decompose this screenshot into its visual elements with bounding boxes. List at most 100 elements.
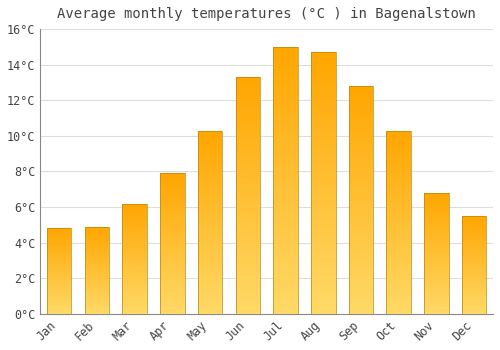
Bar — [424, 265, 448, 267]
Bar — [122, 294, 147, 295]
Bar — [198, 165, 222, 167]
Bar — [274, 122, 298, 124]
Bar — [160, 241, 184, 242]
Bar — [386, 246, 411, 248]
Bar — [424, 279, 448, 280]
Bar — [462, 245, 486, 246]
Bar — [47, 229, 72, 314]
Bar — [348, 97, 374, 100]
Bar — [47, 240, 72, 241]
Bar — [122, 203, 147, 205]
Bar — [348, 284, 374, 287]
Bar — [236, 193, 260, 196]
Bar — [424, 270, 448, 272]
Bar — [274, 98, 298, 100]
Bar — [122, 232, 147, 233]
Bar — [348, 282, 374, 284]
Bar — [274, 183, 298, 186]
Bar — [386, 158, 411, 160]
Bar — [236, 212, 260, 215]
Bar — [311, 78, 336, 81]
Bar — [462, 248, 486, 249]
Bar — [462, 217, 486, 218]
Bar — [311, 149, 336, 152]
Bar — [122, 296, 147, 297]
Bar — [274, 196, 298, 199]
Bar — [236, 139, 260, 141]
Bar — [122, 275, 147, 276]
Bar — [274, 290, 298, 293]
Bar — [462, 255, 486, 256]
Bar — [84, 242, 109, 243]
Bar — [274, 63, 298, 65]
Bar — [47, 252, 72, 253]
Bar — [424, 291, 448, 292]
Bar — [274, 90, 298, 92]
Bar — [424, 299, 448, 301]
Bar — [386, 140, 411, 141]
Bar — [122, 210, 147, 211]
Bar — [122, 264, 147, 265]
Bar — [311, 248, 336, 251]
Bar — [274, 252, 298, 255]
Bar — [160, 288, 184, 290]
Bar — [311, 309, 336, 311]
Bar — [274, 199, 298, 202]
Bar — [462, 271, 486, 272]
Bar — [386, 248, 411, 250]
Bar — [462, 299, 486, 300]
Bar — [348, 95, 374, 97]
Bar — [198, 235, 222, 237]
Bar — [348, 86, 374, 314]
Bar — [348, 198, 374, 200]
Bar — [386, 281, 411, 283]
Bar — [198, 202, 222, 204]
Bar — [386, 144, 411, 145]
Bar — [424, 273, 448, 274]
Bar — [236, 184, 260, 186]
Bar — [311, 186, 336, 188]
Bar — [160, 292, 184, 293]
Bar — [236, 186, 260, 188]
Bar — [47, 287, 72, 288]
Bar — [122, 292, 147, 293]
Bar — [198, 147, 222, 149]
Bar — [424, 296, 448, 297]
Bar — [424, 286, 448, 287]
Bar — [386, 275, 411, 277]
Bar — [274, 279, 298, 282]
Bar — [84, 312, 109, 313]
Bar — [311, 81, 336, 84]
Bar — [236, 210, 260, 212]
Bar — [198, 156, 222, 158]
Bar — [311, 136, 336, 139]
Bar — [198, 141, 222, 144]
Bar — [348, 150, 374, 152]
Bar — [348, 163, 374, 166]
Bar — [47, 250, 72, 251]
Bar — [198, 140, 222, 141]
Bar — [274, 215, 298, 218]
Bar — [160, 173, 184, 314]
Bar — [198, 173, 222, 175]
Bar — [348, 91, 374, 93]
Bar — [274, 74, 298, 76]
Bar — [84, 289, 109, 290]
Bar — [47, 242, 72, 243]
Bar — [198, 248, 222, 250]
Bar — [84, 227, 109, 314]
Bar — [311, 301, 336, 303]
Bar — [198, 307, 222, 308]
Bar — [462, 220, 486, 221]
Bar — [236, 269, 260, 271]
Bar — [198, 233, 222, 235]
Bar — [198, 283, 222, 285]
Bar — [386, 290, 411, 292]
Bar — [84, 282, 109, 284]
Bar — [462, 221, 486, 222]
Bar — [424, 248, 448, 250]
Bar — [160, 300, 184, 301]
Bar — [122, 223, 147, 224]
Bar — [386, 255, 411, 257]
Bar — [386, 305, 411, 307]
